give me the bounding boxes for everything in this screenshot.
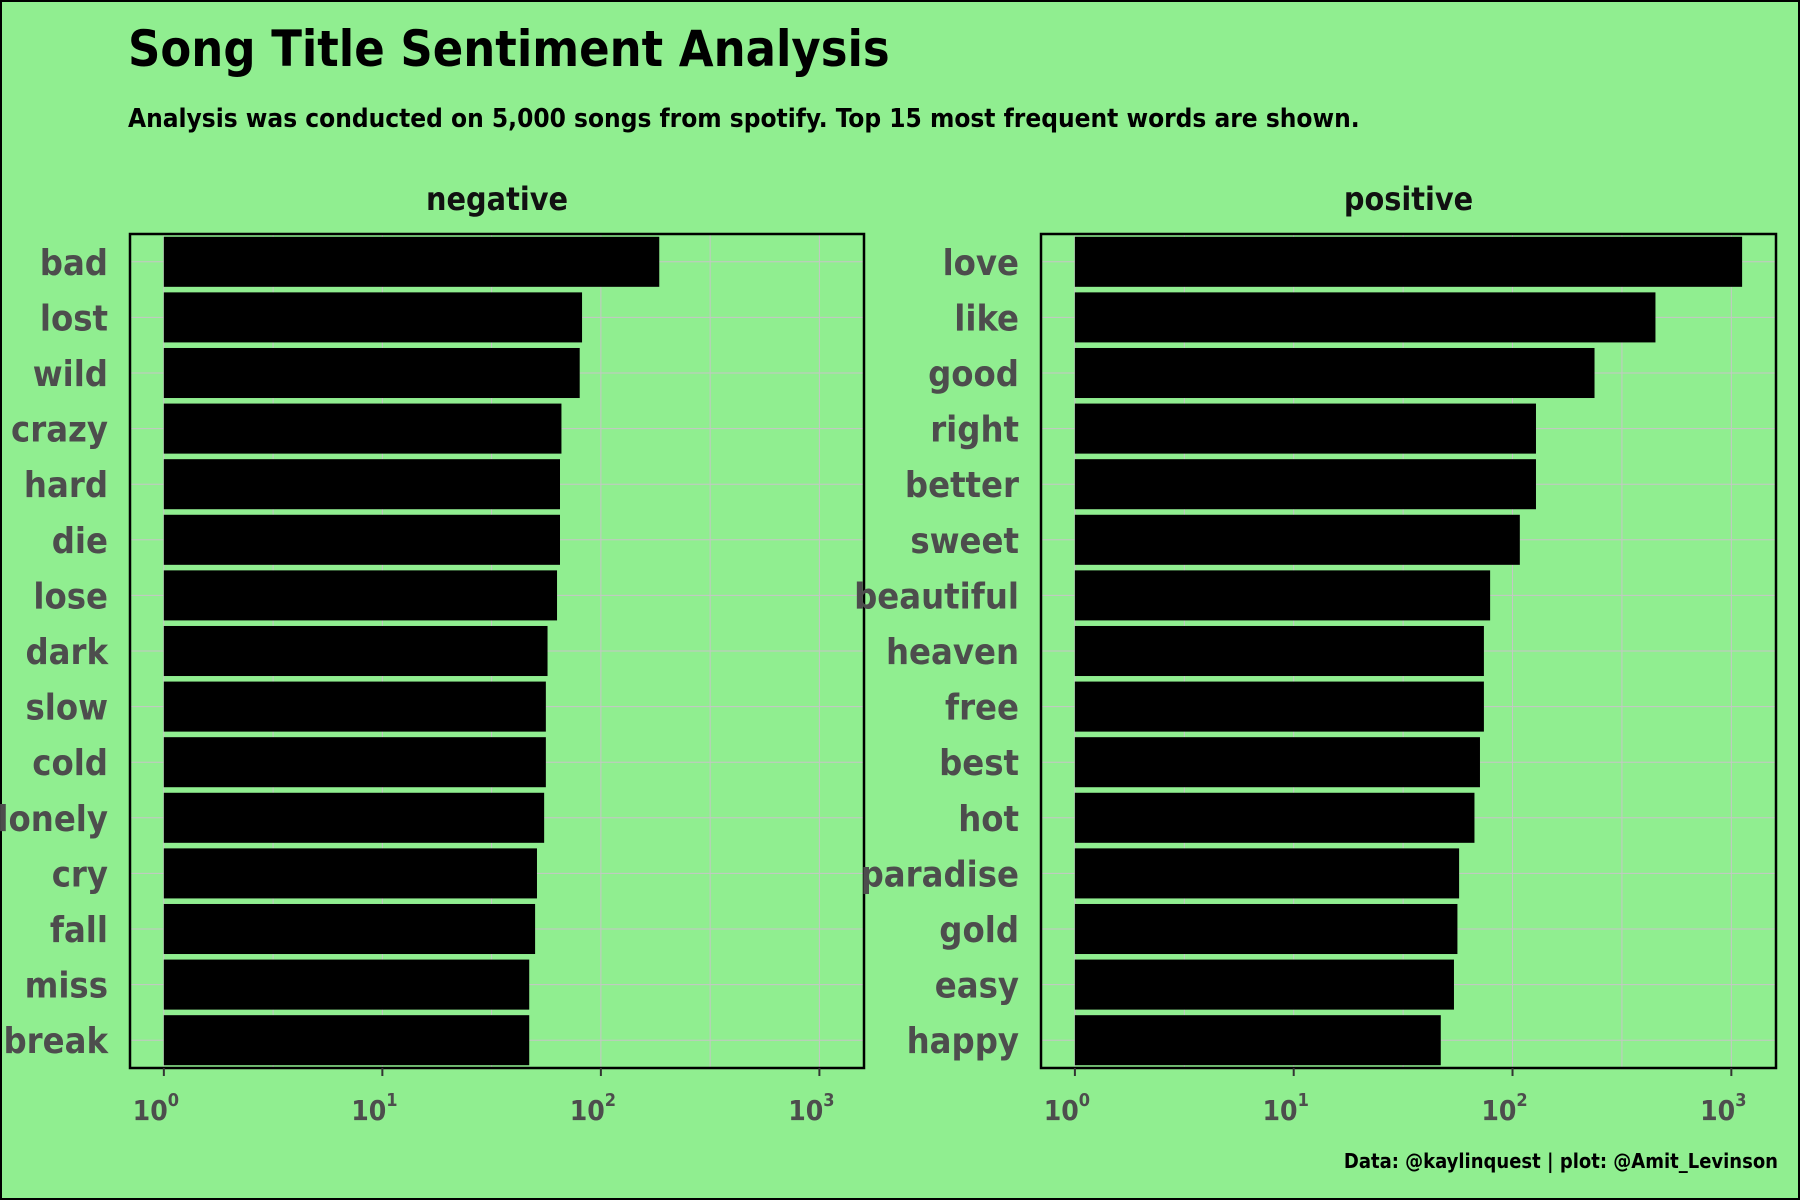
x-tick-label: 101 [351, 1090, 397, 1127]
tick-exponent: 0 [168, 1090, 179, 1111]
facet-positive: positive love like good right better sweet beau… [854, 180, 1778, 1127]
bar-negative-wild [163, 347, 580, 399]
category-label: break [3, 1021, 109, 1062]
chart-title: Song Title Sentiment Analysis [128, 20, 890, 78]
bar-negative-slow [163, 681, 546, 732]
tick-base: 10 [1481, 1094, 1516, 1127]
bar-positive-like [1074, 292, 1656, 343]
tick-exponent: 3 [1735, 1090, 1746, 1111]
category-label: cold [32, 743, 108, 784]
category-label: fall [50, 910, 108, 951]
category-label: beautiful [854, 576, 1019, 617]
category-label: wild [33, 354, 108, 395]
bar-negative-miss [163, 959, 530, 1010]
category-label: gold [939, 910, 1019, 951]
category-label: sweet [910, 521, 1019, 562]
bar-negative-crazy [163, 403, 562, 454]
bar-negative-bad [163, 236, 660, 287]
category-label: lost [40, 298, 108, 339]
x-tick-label: 101 [1263, 1090, 1309, 1127]
x-tick-label: 103 [1700, 1090, 1746, 1127]
bar-positive-best [1074, 737, 1480, 788]
x-tick-label: 102 [570, 1090, 616, 1127]
category-label: bad [40, 243, 108, 284]
category-label: good [928, 354, 1019, 395]
chart-subtitle: Analysis was conducted on 5,000 songs fr… [128, 104, 1360, 134]
bar-positive-love [1074, 236, 1743, 287]
tick-base: 10 [133, 1094, 168, 1127]
category-label: happy [907, 1021, 1019, 1062]
bar-positive-heaven [1074, 625, 1484, 677]
chart-caption: Data: @kaylinquest | plot: @Amit_Levinso… [1344, 1149, 1778, 1173]
x-tick-label: 100 [1044, 1090, 1090, 1127]
category-label: easy [935, 966, 1019, 1007]
tick-base: 10 [1263, 1094, 1298, 1127]
x-tick-label: 103 [788, 1090, 834, 1127]
category-label: hot [958, 799, 1019, 840]
bar-negative-fall [163, 903, 536, 955]
category-label: die [52, 521, 108, 562]
bar-positive-easy [1074, 959, 1454, 1010]
category-label: hard [24, 465, 108, 506]
category-label: cry [52, 854, 108, 895]
bar-positive-sweet [1074, 514, 1520, 565]
bar-negative-dark [163, 625, 548, 677]
facet-title-negative: negative [426, 180, 568, 218]
tick-base: 10 [1700, 1094, 1735, 1127]
panel-border [1039, 232, 1778, 1070]
category-label: lonely [0, 799, 108, 840]
bar-positive-right [1074, 403, 1536, 454]
bar-positive-happy [1074, 1015, 1441, 1066]
bar-positive-free [1074, 681, 1484, 732]
facet-negative: negative bad lost wild crazy hard die lose dark s… [0, 180, 866, 1127]
tick-base: 10 [570, 1094, 605, 1127]
x-tick-label: 100 [133, 1090, 179, 1127]
bar-positive-gold [1074, 903, 1458, 955]
tick-exponent: 0 [1079, 1090, 1090, 1111]
facets: negative bad lost wild crazy hard die lose dark s… [0, 180, 1778, 1127]
bar-negative-hard [163, 459, 560, 510]
tick-exponent: 3 [823, 1090, 834, 1111]
category-label: slow [25, 688, 108, 729]
x-tick-label: 102 [1481, 1090, 1527, 1127]
facet-title-positive: positive [1344, 180, 1473, 218]
bar-negative-lonely [163, 792, 545, 843]
category-label: crazy [11, 410, 108, 451]
panel-border [128, 232, 866, 1070]
category-label: best [939, 743, 1019, 784]
tick-exponent: 1 [1298, 1090, 1309, 1111]
bar-positive-better [1074, 459, 1536, 510]
bar-negative-lost [163, 292, 583, 343]
bar-negative-break [163, 1015, 530, 1066]
bar-positive-paradise [1074, 848, 1460, 899]
category-label: dark [25, 632, 109, 673]
category-label: paradise [861, 854, 1019, 895]
category-label: lose [33, 576, 108, 617]
tick-exponent: 1 [386, 1090, 397, 1111]
category-label: better [905, 465, 1019, 506]
tick-exponent: 2 [1516, 1090, 1527, 1111]
category-label: right [930, 410, 1019, 451]
bar-negative-lose [163, 570, 558, 621]
bar-negative-die [163, 514, 560, 565]
bar-negative-cold [163, 737, 546, 788]
tick-exponent: 2 [605, 1090, 616, 1111]
category-label: love [943, 243, 1019, 284]
bar-positive-beautiful [1074, 570, 1491, 621]
tick-base: 10 [1044, 1094, 1079, 1127]
category-label: free [945, 688, 1019, 729]
category-label: heaven [886, 632, 1019, 673]
category-label: miss [25, 966, 108, 1007]
bar-positive-good [1074, 347, 1595, 399]
tick-base: 10 [351, 1094, 386, 1127]
bar-negative-cry [163, 848, 537, 899]
bar-positive-hot [1074, 792, 1475, 843]
category-label: like [954, 298, 1019, 339]
tick-base: 10 [788, 1094, 823, 1127]
